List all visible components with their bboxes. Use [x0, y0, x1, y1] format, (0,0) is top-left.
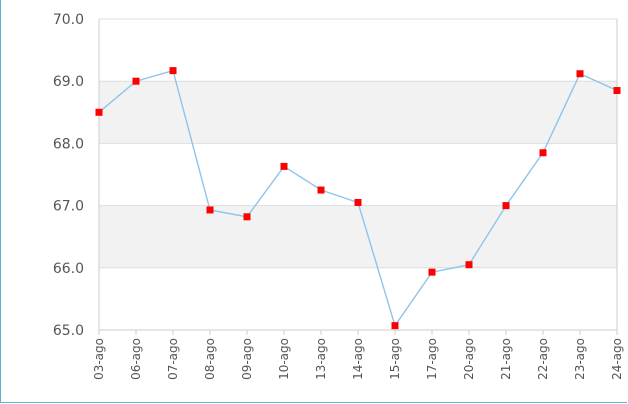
data-point [243, 213, 251, 221]
data-point [280, 162, 288, 170]
x-axis: 03-ago 06-ago 07-ago 08-ago 09-ago 10-ago 13-a… [92, 330, 624, 380]
x-tick-label: 14-ago [351, 338, 365, 380]
x-tick-label: 20-ago [462, 338, 476, 380]
y-tick-label: 66.0 [53, 261, 84, 277]
x-tick-label: 10-ago [277, 338, 291, 380]
grid-lines [98, 18, 618, 331]
data-point [206, 206, 214, 214]
data-point [576, 70, 584, 78]
x-tick-label: 17-ago [425, 338, 439, 380]
y-axis: 70.0 69.0 68.0 67.0 66.0 65.0 [53, 12, 84, 339]
x-tick-label: 15-ago [388, 338, 402, 380]
x-tick-label: 09-ago [240, 338, 254, 380]
y-tick-label: 67.0 [53, 199, 84, 215]
x-tick-label: 03-ago [92, 338, 106, 380]
x-tick-label: 21-ago [499, 338, 513, 380]
x-tick-label: 06-ago [129, 338, 143, 380]
data-point [428, 268, 436, 276]
x-tick-label: 08-ago [203, 338, 217, 380]
x-tick-label: 13-ago [314, 338, 328, 380]
data-point [169, 67, 177, 75]
data-point [613, 87, 621, 95]
data-point [391, 322, 399, 330]
x-tick-label: 24-ago [610, 338, 624, 380]
y-tick-label: 70.0 [53, 12, 84, 28]
x-tick-label: 23-ago [573, 338, 587, 380]
data-point [132, 77, 140, 85]
grid-band-1 [99, 205, 617, 268]
grid-band-0 [99, 81, 617, 144]
data-point [317, 186, 325, 194]
x-tick-label: 22-ago [536, 338, 550, 380]
data-point [465, 261, 473, 269]
grid-bands [99, 81, 617, 268]
series-layer [95, 67, 621, 330]
y-tick-label: 68.0 [53, 136, 84, 152]
data-point [502, 202, 510, 210]
y-tick-label: 65.0 [53, 323, 84, 339]
data-point [354, 198, 362, 206]
data-point [95, 108, 103, 116]
x-tick-label: 07-ago [166, 338, 180, 380]
y-tick-label: 69.0 [53, 74, 84, 90]
data-point [539, 149, 547, 157]
